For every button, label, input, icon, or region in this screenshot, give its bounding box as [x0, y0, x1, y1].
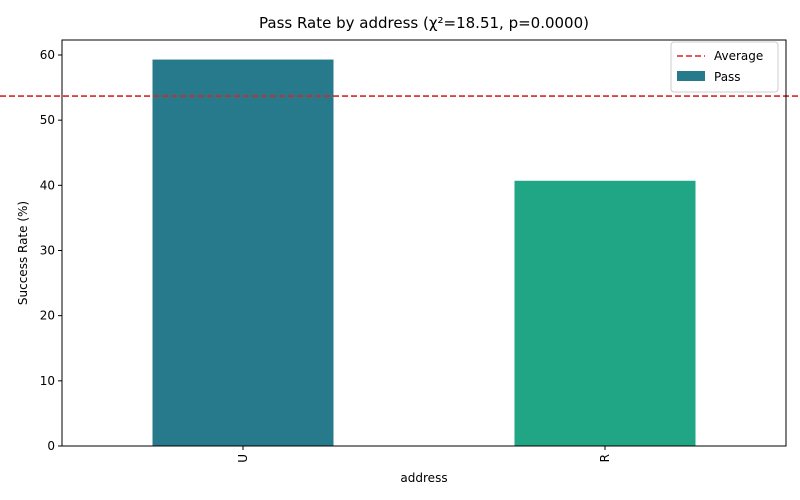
legend-pass-label: Pass	[714, 70, 741, 84]
y-tick-label: 20	[40, 309, 55, 323]
y-axis: 0 10 20 30 40 50 60	[40, 48, 62, 453]
bars-layer	[152, 59, 696, 446]
chart-title: Pass Rate by address (χ²=18.51, p=0.0000…	[259, 14, 589, 32]
bar-U	[152, 59, 334, 446]
y-tick-label: 50	[40, 113, 55, 127]
legend: Average Pass	[670, 41, 779, 93]
y-tick-label: 40	[40, 178, 55, 192]
bar-R	[514, 180, 696, 446]
x-tick-label-U: U	[236, 454, 250, 463]
y-tick-label: 10	[40, 374, 55, 388]
legend-pass-swatch	[677, 71, 705, 81]
plot-area	[0, 39, 800, 447]
x-tick-label-R: R	[598, 454, 612, 462]
y-tick-label: 0	[47, 439, 55, 453]
y-tick-label: 30	[40, 243, 55, 257]
legend-average-label: Average	[714, 49, 763, 63]
y-axis-title: Success Rate (%)	[16, 201, 30, 305]
plot-frame	[61, 39, 787, 447]
y-tick-label: 60	[40, 48, 55, 62]
x-axis-title: address	[400, 471, 447, 485]
